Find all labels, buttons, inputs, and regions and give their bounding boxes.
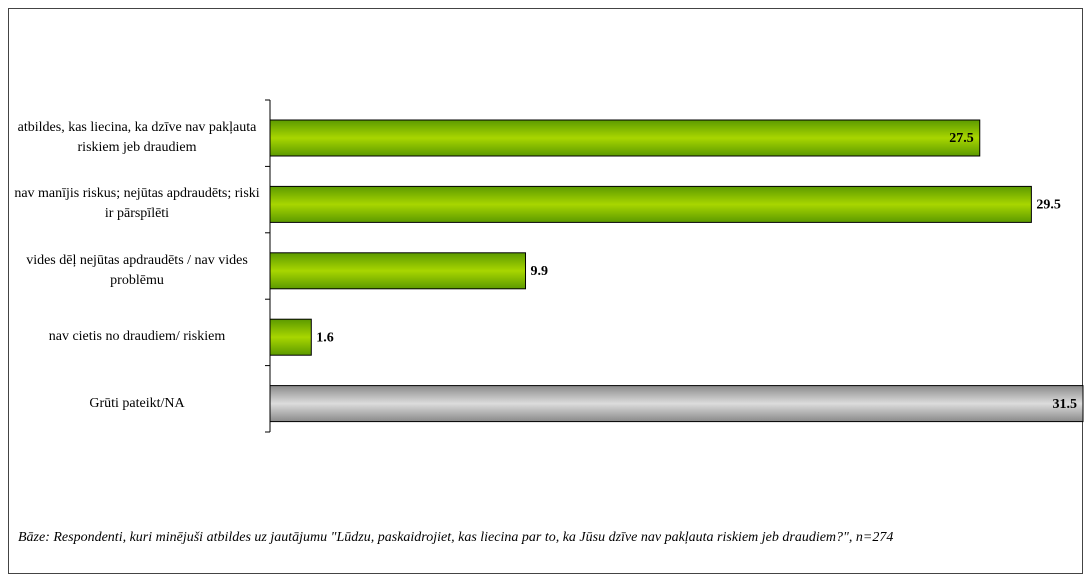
category-label: Grūti pateikt/NA [89,395,185,411]
category-label: vides dēļ nejūtas apdraudēts / nav vides… [26,252,248,288]
footnote: Bāze: Respondenti, kuri minējuši atbilde… [18,530,894,545]
bar [269,185,1032,223]
bar [269,119,981,157]
category-label: atbildes, kas liecina, ka dzīve nav pakļ… [17,120,257,155]
data-label: 31.5 [1053,397,1078,412]
chart-frame [8,8,1083,574]
bar [269,318,312,356]
category-label: nav cietis no draudiem/ riskiem [48,329,226,345]
data-label: 9.9 [531,264,549,279]
bar [269,385,1084,423]
data-label: 29.5 [1036,198,1061,213]
data-label: 1.6 [316,330,334,345]
category-label: nav manījis riskus; nejūtas apdraudēts; … [14,186,260,222]
data-label: 27.5 [949,131,974,146]
bar [269,252,527,290]
